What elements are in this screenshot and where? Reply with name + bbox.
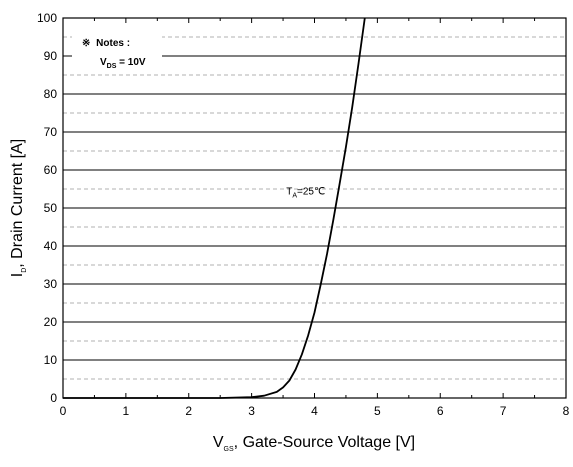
y-tick-label: 70 (44, 125, 58, 139)
temperature-annotation: TA=25℃ (286, 187, 325, 200)
plot-frame (62, 17, 567, 399)
y-tick-label: 40 (44, 239, 58, 253)
x-tick-label: 8 (563, 404, 570, 418)
y-tick-label: 60 (44, 163, 58, 177)
notes-vds: VDS = 10V (100, 57, 146, 70)
x-tick-label: 7 (500, 404, 507, 418)
x-tick-label: 2 (185, 404, 192, 418)
y-tick-label: 20 (44, 315, 58, 329)
y-tick-label: 80 (44, 87, 58, 101)
y-tick-label: 100 (37, 11, 57, 25)
grid-layer (63, 36, 566, 380)
x-tick-label: 1 (123, 404, 130, 418)
x-tick-label: 3 (248, 404, 255, 418)
x-tick-label: 4 (311, 404, 318, 418)
y-tick-label: 0 (50, 391, 57, 405)
y-tick-label: 30 (44, 277, 58, 291)
notes-box: ※ Notes : VDS = 10V (72, 30, 162, 72)
x-tick-label: 6 (437, 404, 444, 418)
y-axis-title: ID, Drain Current [A] (9, 139, 28, 277)
y-tick-label: 50 (44, 201, 58, 215)
x-tick-label: 0 (60, 404, 67, 418)
x-axis-title: VGS, Gate-Source Voltage [V] (213, 434, 415, 453)
notes-title: ※ Notes : (82, 38, 130, 49)
y-tick-label: 10 (44, 353, 58, 367)
y-tick-label: 90 (44, 49, 58, 63)
x-tick-label: 5 (374, 404, 381, 418)
tick-layer: 0 10 20 30 40 50 60 70 80 90 100 0 1 2 3 4 5 6 7 8 (37, 11, 570, 418)
